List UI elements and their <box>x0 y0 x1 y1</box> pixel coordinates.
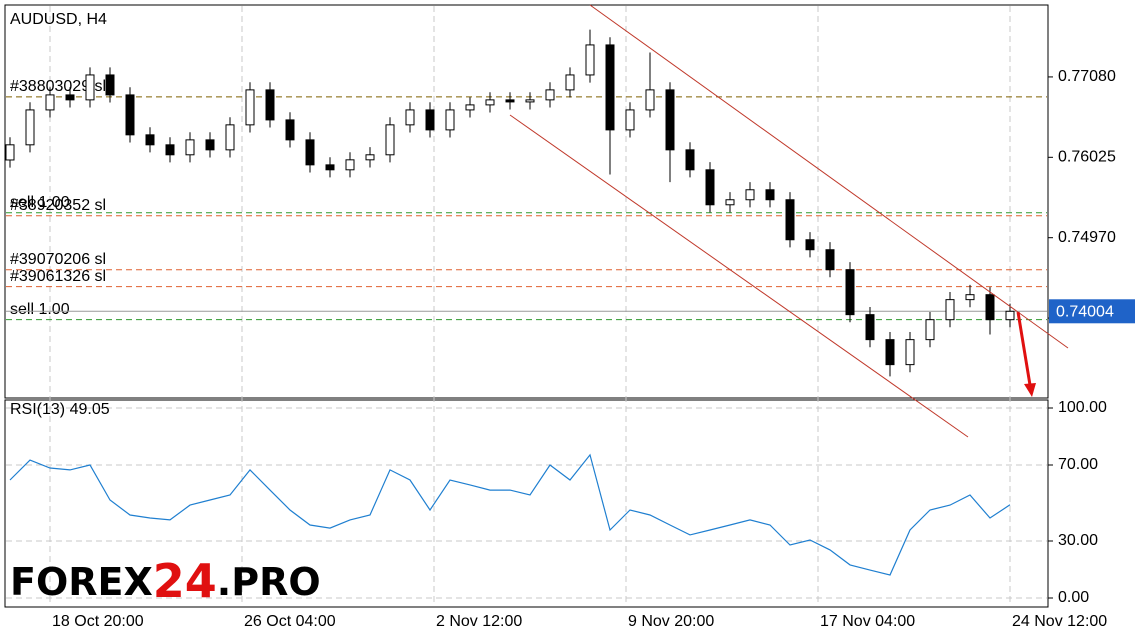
candle-body <box>385 124 395 156</box>
candle-body <box>665 89 675 151</box>
candle-body <box>465 104 475 111</box>
candle-body <box>325 164 335 171</box>
candle-body <box>45 94 55 111</box>
rsi-line <box>9 453 1011 576</box>
order-label: #38920352 sl <box>10 197 106 214</box>
candle-body <box>685 149 695 171</box>
candle-body <box>85 74 95 101</box>
order-label: sell 1.00 <box>10 301 70 318</box>
candle-body <box>845 269 855 316</box>
candle-body <box>765 189 775 201</box>
forecast-arrow-head <box>1024 383 1036 397</box>
channel-lower <box>509 114 969 438</box>
chart-title: AUDUSD, H4 <box>10 11 107 28</box>
candle-body <box>485 99 495 106</box>
forecast-arrow <box>1016 311 1032 386</box>
candle-body <box>225 124 235 151</box>
candle-body <box>205 139 215 151</box>
x-tick-label: 17 Nov 04:00 <box>820 613 915 630</box>
bid-label: 0.74004 <box>1056 304 1114 321</box>
candle-body <box>185 139 195 156</box>
candle-body <box>125 94 135 136</box>
candle-body <box>165 144 175 156</box>
candle-body <box>625 109 635 131</box>
rsi-panel <box>4 399 1049 608</box>
candle-body <box>245 89 255 126</box>
y-tick-label: 70.00 <box>1058 456 1098 473</box>
y-tick-label: 0.77080 <box>1058 68 1116 85</box>
candle-body <box>105 74 115 96</box>
candle-body <box>805 239 815 251</box>
candle-body <box>985 294 995 321</box>
candle-body <box>405 109 415 126</box>
candle-body <box>645 89 655 111</box>
x-tick-label: 24 Nov 12:00 <box>1012 613 1107 630</box>
candle-body <box>925 319 935 341</box>
logo-part: FOREX <box>10 560 153 604</box>
logo: FOREX24.PRO <box>10 554 321 608</box>
candle-body <box>305 139 315 166</box>
candle-body <box>445 109 455 131</box>
y-tick-label: 0.74970 <box>1058 229 1116 246</box>
channel-upper <box>589 4 1069 349</box>
y-tick-label: 0.00 <box>1058 589 1089 606</box>
y-tick-label: 0.76025 <box>1058 149 1116 166</box>
candle-body <box>545 89 555 101</box>
candle-body <box>945 299 955 321</box>
x-tick-label: 2 Nov 12:00 <box>436 613 522 630</box>
candle-body <box>585 44 595 76</box>
candle-body <box>65 94 75 101</box>
order-label: #39061326 sl <box>10 268 106 285</box>
candle-body <box>905 339 915 366</box>
candle-body <box>825 249 835 271</box>
candle-body <box>525 99 535 103</box>
candle-body <box>365 154 375 161</box>
candle-body <box>425 109 435 131</box>
candle-body <box>725 199 735 206</box>
x-tick-label: 9 Nov 20:00 <box>628 613 714 630</box>
candle-body <box>1005 310 1015 321</box>
candle-body <box>885 339 895 366</box>
candle-body <box>565 74 575 91</box>
candle-body <box>145 134 155 146</box>
candle-body <box>5 144 15 161</box>
candle-body <box>705 169 715 206</box>
y-tick-label: 100.00 <box>1058 399 1107 416</box>
order-label: #38803029 sl <box>10 78 106 95</box>
candle-body <box>285 119 295 141</box>
y-tick-label: 30.00 <box>1058 532 1098 549</box>
x-tick-label: 18 Oct 20:00 <box>52 613 144 630</box>
x-tick-label: 26 Oct 04:00 <box>244 613 336 630</box>
logo-part: .PRO <box>217 560 321 604</box>
candle-body <box>345 159 355 171</box>
order-label: #39070206 sl <box>10 251 106 268</box>
rsi-title: RSI(13) 49.05 <box>10 401 110 418</box>
candle-body <box>605 44 615 131</box>
candle-body <box>785 199 795 241</box>
candle-body <box>505 99 515 103</box>
candle-body <box>865 314 875 341</box>
candle-body <box>745 189 755 201</box>
bid-box <box>1049 299 1135 324</box>
candle-body <box>965 294 975 301</box>
candle-body <box>25 109 35 146</box>
order-label: sell 1.00 <box>10 194 70 211</box>
candle-body <box>265 89 275 121</box>
price-panel <box>4 4 1049 399</box>
logo-part: 24 <box>153 554 217 608</box>
